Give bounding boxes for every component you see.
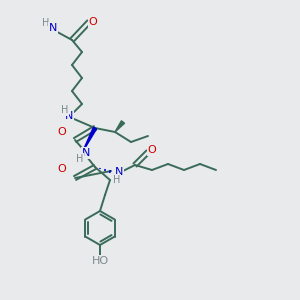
Text: O: O: [58, 164, 66, 174]
Text: H: H: [113, 175, 121, 185]
Text: O: O: [58, 127, 66, 137]
Text: N: N: [82, 148, 90, 158]
Text: H: H: [42, 18, 50, 28]
Text: O: O: [88, 17, 98, 27]
Polygon shape: [82, 127, 97, 153]
Text: N: N: [115, 167, 123, 177]
Polygon shape: [115, 121, 124, 132]
Text: H: H: [61, 105, 69, 115]
Text: O: O: [148, 145, 156, 155]
Text: H: H: [76, 154, 84, 164]
Text: N: N: [49, 23, 57, 33]
Text: N: N: [65, 111, 73, 121]
Text: HO: HO: [92, 256, 109, 266]
